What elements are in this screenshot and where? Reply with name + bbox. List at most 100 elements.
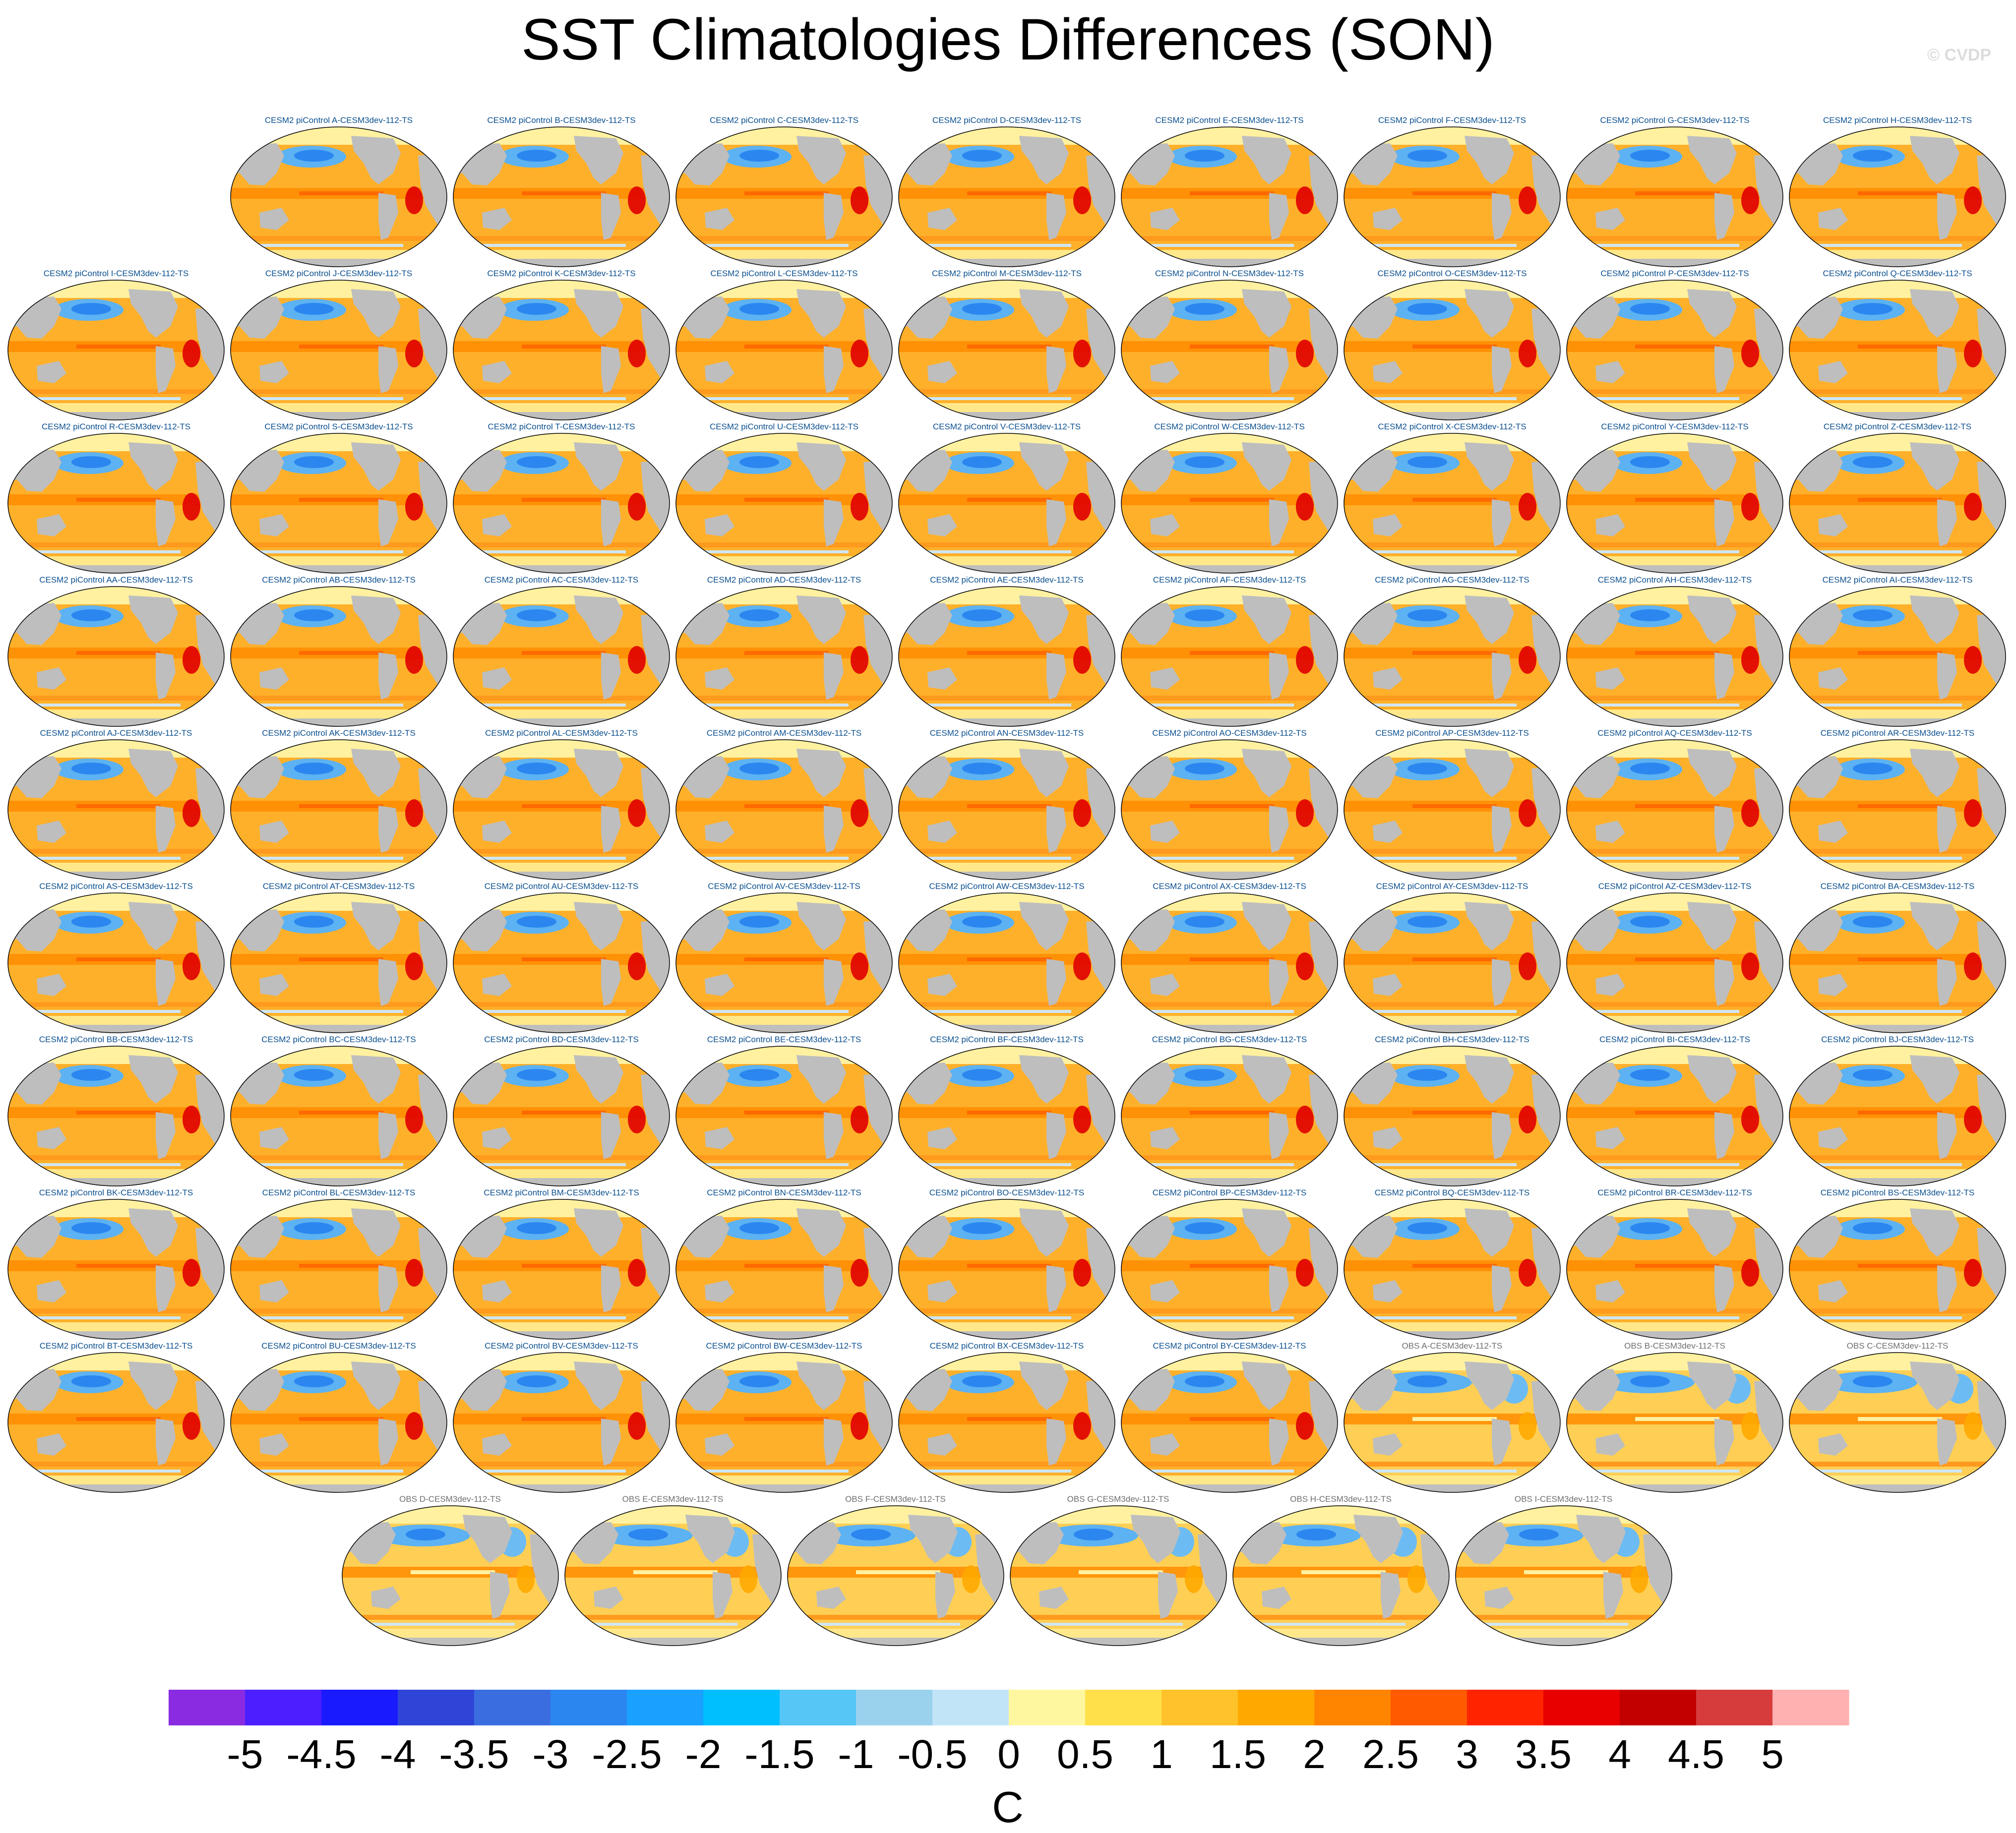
map-panel-title: CESM2 piControl K-CESM3dev-112-TS <box>487 269 636 278</box>
map-panel: CESM2 piControl L-CESM3dev-112-TS <box>675 268 893 422</box>
map-plot <box>453 433 670 574</box>
colorbar-tick-label: 3.5 <box>1515 1732 1572 1777</box>
map-panel-title: OBS F-CESM3dev-112-TS <box>845 1494 946 1504</box>
map-panel: CESM2 piControl BK-CESM3dev-112-TS <box>7 1187 225 1341</box>
map-panel: CESM2 piControl Y-CESM3dev-112-TS <box>1566 421 1784 575</box>
map-plot <box>453 1199 670 1340</box>
map-panel: CESM2 piControl BS-CESM3dev-112-TS <box>1788 1187 2007 1341</box>
map-plot <box>7 586 225 727</box>
map-panel-title: CESM2 piControl AI-CESM3dev-112-TS <box>1822 575 1973 585</box>
map-panel-title: OBS B-CESM3dev-112-TS <box>1624 1341 1725 1351</box>
map-panel-title: CESM2 piControl BM-CESM3dev-112-TS <box>484 1188 639 1197</box>
map-panel: OBS I-CESM3dev-112-TS <box>1455 1494 1673 1648</box>
colorbar-unit-label: C <box>992 1782 1024 1830</box>
map-panel: OBS B-CESM3dev-112-TS <box>1566 1341 1784 1494</box>
map-plot <box>1455 1505 1672 1646</box>
map-plot <box>898 1352 1115 1493</box>
map-panel-title: CESM2 piControl J-CESM3dev-112-TS <box>265 269 413 278</box>
map-plot <box>1344 739 1561 880</box>
map-panel-title: CESM2 piControl R-CESM3dev-112-TS <box>41 422 191 431</box>
map-plot <box>1789 280 2006 420</box>
map-plot <box>1344 1352 1561 1493</box>
map-panel-title: CESM2 piControl AE-CESM3dev-112-TS <box>930 575 1084 585</box>
map-panel: CESM2 piControl P-CESM3dev-112-TS <box>1566 268 1784 422</box>
map-panel-title: OBS C-CESM3dev-112-TS <box>1846 1341 1949 1351</box>
map-plot <box>898 892 1115 1033</box>
map-panel-title: CESM2 piControl AV-CESM3dev-112-TS <box>708 882 860 891</box>
map-panel: CESM2 piControl BV-CESM3dev-112-TS <box>452 1341 671 1494</box>
map-plot <box>453 586 670 727</box>
map-plot <box>1789 586 2006 727</box>
map-panel: CESM2 piControl S-CESM3dev-112-TS <box>230 421 448 575</box>
colorbar-tick-label: 1.5 <box>1210 1732 1266 1777</box>
map-panel: CESM2 piControl AA-CESM3dev-112-TS <box>7 575 225 728</box>
map-plot <box>230 280 447 420</box>
map-plot <box>7 739 225 880</box>
map-plot <box>898 739 1115 880</box>
map-panel: CESM2 piControl E-CESM3dev-112-TS <box>1120 115 1339 269</box>
map-panel-title: CESM2 piControl D-CESM3dev-112-TS <box>932 116 1082 125</box>
map-panel: CESM2 piControl AR-CESM3dev-112-TS <box>1788 728 2007 882</box>
colorbar-box <box>1085 1690 1162 1725</box>
colorbar-tick-label: -2.5 <box>592 1732 662 1777</box>
map-panel-title: CESM2 piControl BV-CESM3dev-112-TS <box>485 1341 638 1351</box>
map-panel: OBS E-CESM3dev-112-TS <box>564 1494 782 1648</box>
map-panel-title: CESM2 piControl N-CESM3dev-112-TS <box>1155 269 1304 278</box>
colorbar-box <box>245 1690 322 1725</box>
map-plot <box>1121 126 1338 267</box>
map-plot <box>1121 1199 1338 1340</box>
map-plot <box>675 586 893 727</box>
map-panel: CESM2 piControl H-CESM3dev-112-TS <box>1788 115 2007 269</box>
map-panel: CESM2 piControl A-CESM3dev-112-TS <box>230 115 448 269</box>
map-panel: CESM2 piControl I-CESM3dev-112-TS <box>7 268 225 422</box>
map-panel: CESM2 piControl BG-CESM3dev-112-TS <box>1120 1034 1339 1188</box>
map-plot <box>1789 739 2006 880</box>
map-plot <box>1344 126 1561 267</box>
map-panel-title: CESM2 piControl E-CESM3dev-112-TS <box>1155 116 1304 125</box>
map-panel: CESM2 piControl J-CESM3dev-112-TS <box>230 268 448 422</box>
map-panel: CESM2 piControl AF-CESM3dev-112-TS <box>1120 575 1339 728</box>
map-plot <box>1566 1199 1783 1340</box>
colorbar-tick-label: -4.5 <box>286 1732 356 1777</box>
map-panel-title: CESM2 piControl Z-CESM3dev-112-TS <box>1823 422 1972 431</box>
map-plot <box>898 1046 1115 1186</box>
map-panel: CESM2 piControl X-CESM3dev-112-TS <box>1343 421 1561 575</box>
map-panel: CESM2 piControl AV-CESM3dev-112-TS <box>675 881 893 1035</box>
colorbar-box <box>398 1690 475 1725</box>
map-plot <box>1566 1352 1783 1493</box>
colorbar-box <box>1009 1690 1086 1725</box>
map-plot <box>453 739 670 880</box>
map-panel: CESM2 piControl Q-CESM3dev-112-TS <box>1788 268 2007 422</box>
map-panel: CESM2 piControl AK-CESM3dev-112-TS <box>230 728 448 882</box>
colorbar-box <box>321 1690 398 1725</box>
map-panel-title: OBS D-CESM3dev-112-TS <box>399 1494 501 1504</box>
map-plot <box>1789 1046 2006 1186</box>
map-panel-title: CESM2 piControl AT-CESM3dev-112-TS <box>262 882 415 891</box>
colorbar-tick-label: 4 <box>1608 1732 1631 1777</box>
colorbar-box <box>1696 1690 1773 1725</box>
map-plot <box>898 433 1115 574</box>
map-panel-title: CESM2 piControl AL-CESM3dev-112-TS <box>485 728 638 738</box>
colorbar-tick-label: 5 <box>1761 1732 1784 1777</box>
map-plot <box>7 1046 225 1186</box>
map-panel: CESM2 piControl BL-CESM3dev-112-TS <box>230 1187 448 1341</box>
colorbar-box <box>703 1690 780 1725</box>
colorbar-box <box>1772 1690 1849 1725</box>
map-plot <box>1121 892 1338 1033</box>
colorbar-box <box>1467 1690 1544 1725</box>
colorbar-box <box>780 1690 856 1725</box>
map-plot <box>1344 1046 1561 1186</box>
map-panel-title: CESM2 piControl AX-CESM3dev-112-TS <box>1153 882 1306 891</box>
colorbar-box <box>1391 1690 1467 1725</box>
map-panel-title: CESM2 piControl H-CESM3dev-112-TS <box>1823 116 1972 125</box>
map-panel-title: CESM2 piControl F-CESM3dev-112-TS <box>1378 116 1527 125</box>
map-panel: CESM2 piControl BN-CESM3dev-112-TS <box>675 1187 893 1341</box>
map-plot <box>675 1199 893 1340</box>
map-panel: CESM2 piControl BT-CESM3dev-112-TS <box>7 1341 225 1494</box>
map-panel-title: OBS E-CESM3dev-112-TS <box>622 1494 724 1504</box>
map-plot <box>1121 1352 1338 1493</box>
map-panel: CESM2 piControl AT-CESM3dev-112-TS <box>230 881 448 1035</box>
map-plot <box>898 1199 1115 1340</box>
map-panel: CESM2 piControl BQ-CESM3dev-112-TS <box>1343 1187 1561 1341</box>
map-plot <box>1344 1199 1561 1340</box>
